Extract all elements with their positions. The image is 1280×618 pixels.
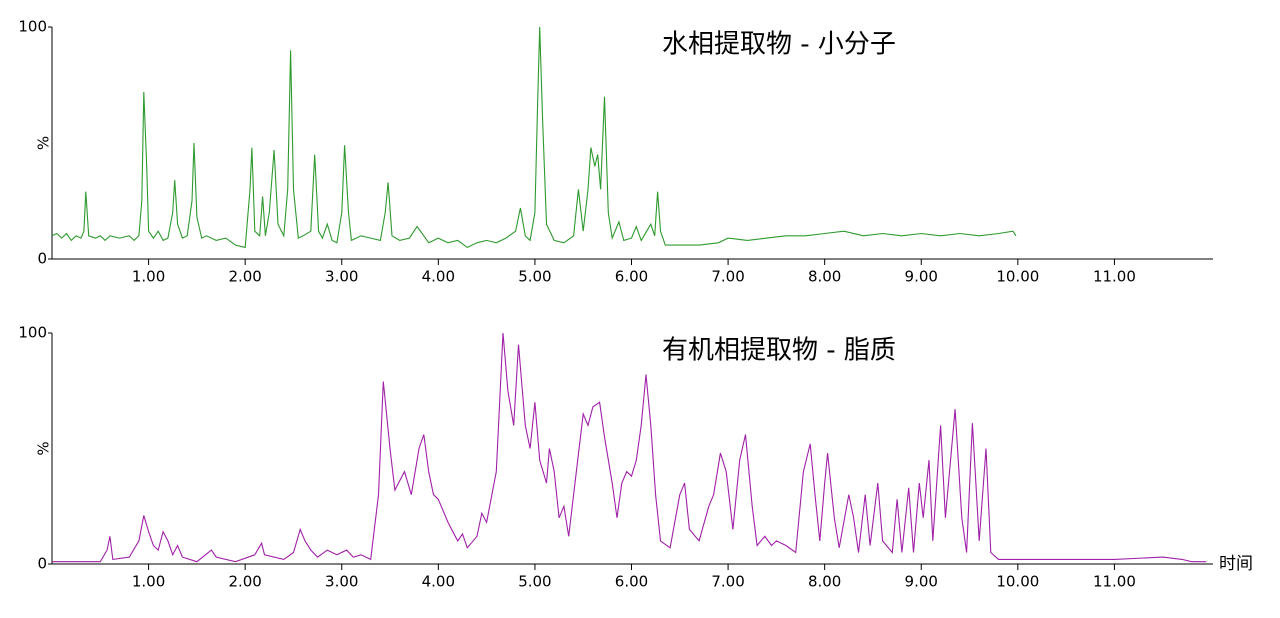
y-tick-label: 100: [18, 324, 47, 342]
x-tick-label: 9.00: [905, 573, 938, 591]
y-tick-label: 0: [37, 250, 47, 268]
chart-title: 有机相提取物 - 脂质: [662, 336, 896, 366]
x-tick-label: 3.00: [325, 573, 358, 591]
chart-title: 水相提取物 - 小分子: [662, 30, 896, 60]
x-tick-label: 1.00: [132, 268, 165, 286]
x-tick-label: 7.00: [711, 573, 744, 591]
x-tick-label: 5.00: [518, 573, 551, 591]
x-tick-label: 4.00: [422, 268, 455, 286]
x-tick-label: 11.00: [1093, 573, 1136, 591]
x-tick-label: 11.00: [1093, 268, 1136, 286]
x-tick-label: 3.00: [325, 268, 358, 286]
trace: [52, 332, 1207, 563]
x-tick-label: 10.00: [996, 268, 1039, 286]
x-tick-label: 1.00: [132, 573, 165, 591]
x-tick-label: 5.00: [518, 268, 551, 286]
x-tick-label: 2.00: [228, 268, 261, 286]
x-tick-label: 8.00: [808, 268, 841, 286]
x-tick-label: 6.00: [615, 573, 648, 591]
x-axis-label: 时间: [1219, 554, 1253, 574]
y-tick-label: 0: [37, 555, 47, 573]
x-tick-label: 2.00: [228, 573, 261, 591]
x-tick-label: 9.00: [905, 268, 938, 286]
x-tick-label: 8.00: [808, 573, 841, 591]
x-tick-label: 4.00: [422, 573, 455, 591]
x-tick-label: 7.00: [711, 268, 744, 286]
y-axis-label: %: [35, 441, 53, 455]
y-axis-label: %: [35, 136, 53, 150]
x-tick-label: 6.00: [615, 268, 648, 286]
y-tick-label: 100: [18, 18, 47, 36]
trace: [51, 26, 1017, 249]
x-tick-label: 10.00: [996, 573, 1039, 591]
